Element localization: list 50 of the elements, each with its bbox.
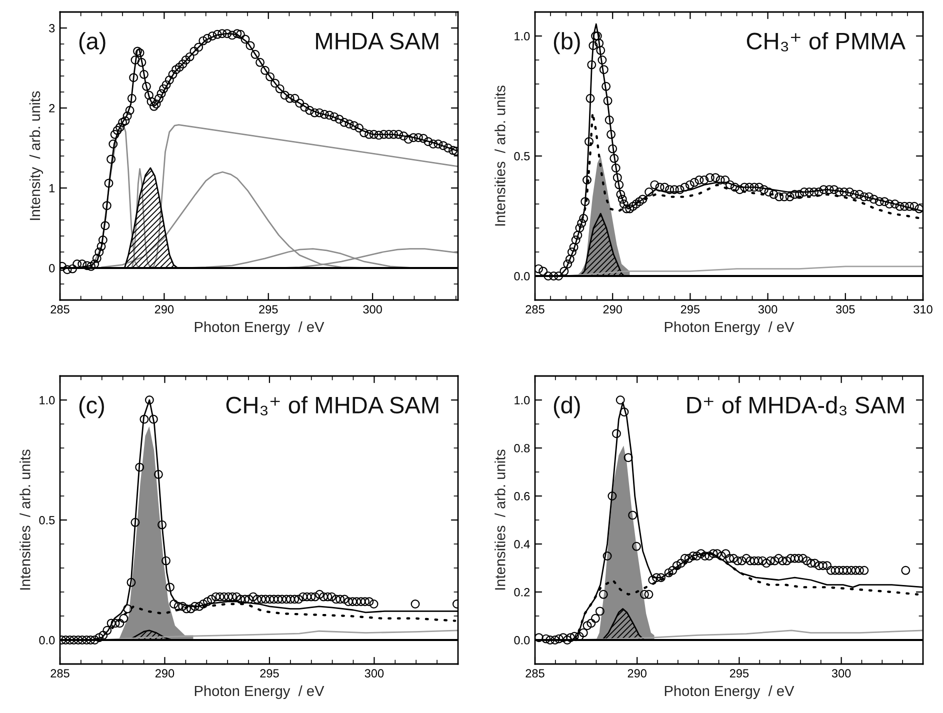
x-tick-label: 285 <box>50 669 70 678</box>
x-tick-label: 290 <box>603 305 622 314</box>
x-tick-label: 310 <box>914 305 932 314</box>
y-tick-label: 1.0 <box>514 396 530 404</box>
y-tick-label: 1.0 <box>40 396 55 404</box>
x-tick-label: 290 <box>628 669 646 678</box>
x-tick-label: 300 <box>364 669 384 678</box>
x-tick-label: 300 <box>758 305 778 314</box>
annotation: (c) <box>79 396 104 418</box>
y-tick-label: 1 <box>49 184 55 192</box>
x-tick-label: 285 <box>526 669 544 678</box>
annotation: MHDA SAM <box>316 32 438 50</box>
x-axis-title: Photon Energy / eV <box>194 685 324 700</box>
annotation: (a) <box>79 32 106 54</box>
x-tick-label: 285 <box>50 305 70 314</box>
y-tick-label: 0.5 <box>39 516 55 524</box>
y-tick-label: 0.0 <box>39 636 55 644</box>
y-tick-label: 0.2 <box>514 588 530 596</box>
y-tick-label: 0.4 <box>514 540 530 548</box>
x-tick-label: 295 <box>680 305 700 314</box>
annotation: D⁺ of MHDA-d₃ SAM <box>687 396 904 416</box>
annotation: (d) <box>554 396 580 418</box>
y-axis-title: Intensities / arb. units <box>20 450 30 590</box>
y-tick-label: 3 <box>49 24 55 32</box>
annotation: (b) <box>554 32 580 54</box>
x-tick-label: 290 <box>154 305 174 314</box>
y-axis-title: Intensities / arb. units <box>494 86 506 226</box>
x-axis-title: Photon Energy / eV <box>664 685 794 700</box>
y-tick-label: 1.0 <box>514 32 530 40</box>
y-axis-title: Intensities / arb. units <box>494 450 506 590</box>
x-tick-label: 295 <box>259 305 278 314</box>
y-tick-label: 0.8 <box>514 444 530 452</box>
y-tick-label: 0 <box>49 264 55 272</box>
x-tick-label: 295 <box>730 669 749 678</box>
x-tick-label: 305 <box>836 305 855 314</box>
y-tick-label: 0.0 <box>514 272 530 280</box>
x-axis-title: Photon Energy / eV <box>194 321 324 336</box>
x-tick-label: 300 <box>832 669 851 678</box>
x-tick-label: 295 <box>260 669 279 678</box>
y-tick-label: 0.5 <box>514 152 530 160</box>
y-tick-label: 2 <box>49 104 55 112</box>
y-axis-title: Intensity / arb. units <box>29 91 44 220</box>
y-tick-label: 0.6 <box>514 492 530 500</box>
x-axis-title: Photon Energy / eV <box>664 321 794 336</box>
annotation: CH₃⁺ of MHDA SAM <box>226 396 438 416</box>
annotation: CH₃⁺ of PMMA <box>746 32 906 52</box>
x-tick-label: 300 <box>363 305 382 314</box>
x-tick-label: 290 <box>155 669 174 678</box>
y-tick-label: 0.0 <box>514 636 530 644</box>
x-tick-label: 285 <box>526 305 544 314</box>
